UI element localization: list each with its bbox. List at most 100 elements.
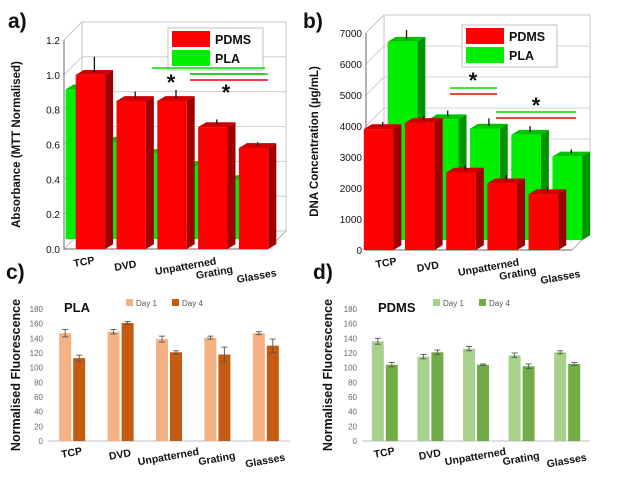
x-category-label-dvd: DVD — [418, 447, 442, 463]
y-tick-label: 4000 — [340, 122, 363, 133]
legend-swatch-pla — [172, 50, 210, 66]
significance-star: * — [222, 80, 231, 105]
bar-pdms-glasses — [238, 147, 269, 249]
legend-label-day4: Day 4 — [182, 299, 203, 308]
y-tick-label: 0 — [356, 246, 362, 257]
panel-label: c) — [6, 261, 25, 284]
y-tick-label: 20 — [34, 422, 43, 431]
y-tick-label: 40 — [34, 408, 43, 417]
y-tick-label: 0.0 — [46, 245, 60, 256]
x-category-label-grating: Grating — [197, 450, 236, 468]
legend-swatch-pdms — [172, 31, 210, 47]
legend-swatch-pdms — [466, 28, 504, 44]
bar-day4-dvd — [431, 352, 444, 441]
bar-day1-grating — [508, 355, 521, 441]
bar-day4-glasses — [266, 345, 279, 441]
x-category-label-glasses: Glasses — [236, 267, 278, 286]
x-category-label-glasses: Glasses — [244, 452, 286, 471]
panel-label: a) — [8, 10, 27, 33]
x-category-label-grating: Grating — [502, 450, 541, 468]
bar-pdms-grating-side — [517, 178, 526, 250]
bar-pdms-glasses — [528, 194, 559, 250]
x-category-label-tcp: TCP — [373, 445, 396, 460]
y-tick-label: 120 — [344, 349, 358, 358]
bar-pdms-unpatterned-side — [186, 96, 195, 250]
significance-star: * — [167, 70, 176, 95]
legend-swatch-day1 — [433, 299, 440, 306]
y-tick-label: 180 — [30, 305, 44, 314]
y-tick-label: 0.8 — [46, 106, 60, 117]
y-tick-label: 0.6 — [46, 141, 60, 152]
bar-pdms-glasses-side — [558, 189, 567, 250]
gridline — [365, 14, 590, 34]
y-tick-label: 100 — [30, 364, 44, 373]
y-tick-label: 1000 — [340, 215, 363, 226]
y-tick-label: 5000 — [340, 91, 363, 102]
x-category-label-dvd: DVD — [108, 447, 132, 463]
bar-day1-tcp — [371, 341, 384, 441]
bar-day1-glasses — [554, 352, 567, 441]
y-tick-label: 80 — [348, 378, 357, 387]
x-category-label-unpatterned: Unpatterned — [444, 446, 507, 469]
y-tick-label: 1.2 — [46, 36, 60, 47]
bar-pdms-tcp — [75, 74, 106, 249]
legend-swatch-day4 — [172, 299, 179, 306]
panel-label: d) — [313, 261, 333, 284]
bar-pdms-grating — [198, 127, 228, 249]
y-tick-label: 7000 — [340, 29, 363, 40]
bar-day1-glasses — [252, 333, 265, 441]
gridline — [365, 107, 590, 127]
y-tick-label: 2000 — [340, 184, 363, 195]
bar-day4-tcp — [73, 358, 86, 441]
y-tick-label: 0 — [353, 437, 358, 446]
y-tick-label: 0.4 — [46, 175, 60, 186]
bar-pdms-grating-top — [487, 178, 526, 184]
bar-day4-glasses — [568, 364, 581, 441]
bar-pla-tcp-top — [387, 36, 426, 42]
y-tick-label: 180 — [344, 305, 358, 314]
y-tick-label: 160 — [344, 320, 358, 329]
legend-label-day1: Day 1 — [136, 299, 157, 308]
y-tick-label: 120 — [30, 349, 44, 358]
legend-label-pdms: PDMS — [215, 33, 251, 47]
bar-pdms-unpatterned — [157, 100, 187, 249]
y-tick-label: 160 — [30, 320, 44, 329]
y-tick-label: 100 — [344, 364, 358, 373]
legend-label-day4: Day 4 — [489, 299, 510, 308]
y-tick-label: 6000 — [340, 60, 363, 71]
bar-day4-tcp — [385, 364, 398, 441]
y-tick-label: 40 — [348, 408, 357, 417]
legend-label-day1: Day 1 — [443, 299, 464, 308]
y-tick-label: 1.0 — [46, 71, 60, 82]
x-category-label-dvd: DVD — [416, 259, 440, 275]
bar-pdms-tcp-top — [363, 124, 402, 130]
y-tick-label: 20 — [348, 422, 357, 431]
bar-pdms-glasses-side — [268, 143, 277, 249]
y-axis-label: Normalised Fluorescence — [9, 299, 23, 451]
y-tick-label: 140 — [30, 334, 44, 343]
bar-day1-dvd — [107, 331, 120, 441]
bar-pdms-dvd — [404, 122, 435, 250]
y-tick-label: 60 — [34, 393, 43, 402]
gridline — [63, 21, 286, 41]
panel-title: PDMS — [378, 300, 416, 315]
bar-pdms-grating — [487, 183, 518, 250]
legend-label-pdms: PDMS — [509, 30, 545, 44]
bar-pdms-tcp-side — [105, 70, 114, 250]
x-category-label-tcp: TCP — [60, 445, 83, 460]
y-tick-label: 140 — [344, 334, 358, 343]
bar-pdms-tcp — [363, 129, 394, 250]
bar-day1-unpatterned — [156, 339, 168, 441]
bar-day4-grating — [522, 366, 535, 441]
bar-day1-tcp — [59, 333, 72, 441]
legend-label-pla: PLA — [509, 49, 534, 63]
x-category-label-dvd: DVD — [113, 258, 137, 274]
x-category-label-unpatterned: Unpatterned — [137, 446, 200, 469]
x-category-label-glasses: Glasses — [540, 268, 582, 287]
bar-pdms-glasses-top — [238, 143, 277, 148]
significance-star: * — [469, 68, 478, 93]
bar-pdms-grating-side — [227, 122, 236, 249]
y-tick-label: 0 — [39, 437, 44, 446]
y-tick-label: 0.2 — [46, 210, 60, 221]
